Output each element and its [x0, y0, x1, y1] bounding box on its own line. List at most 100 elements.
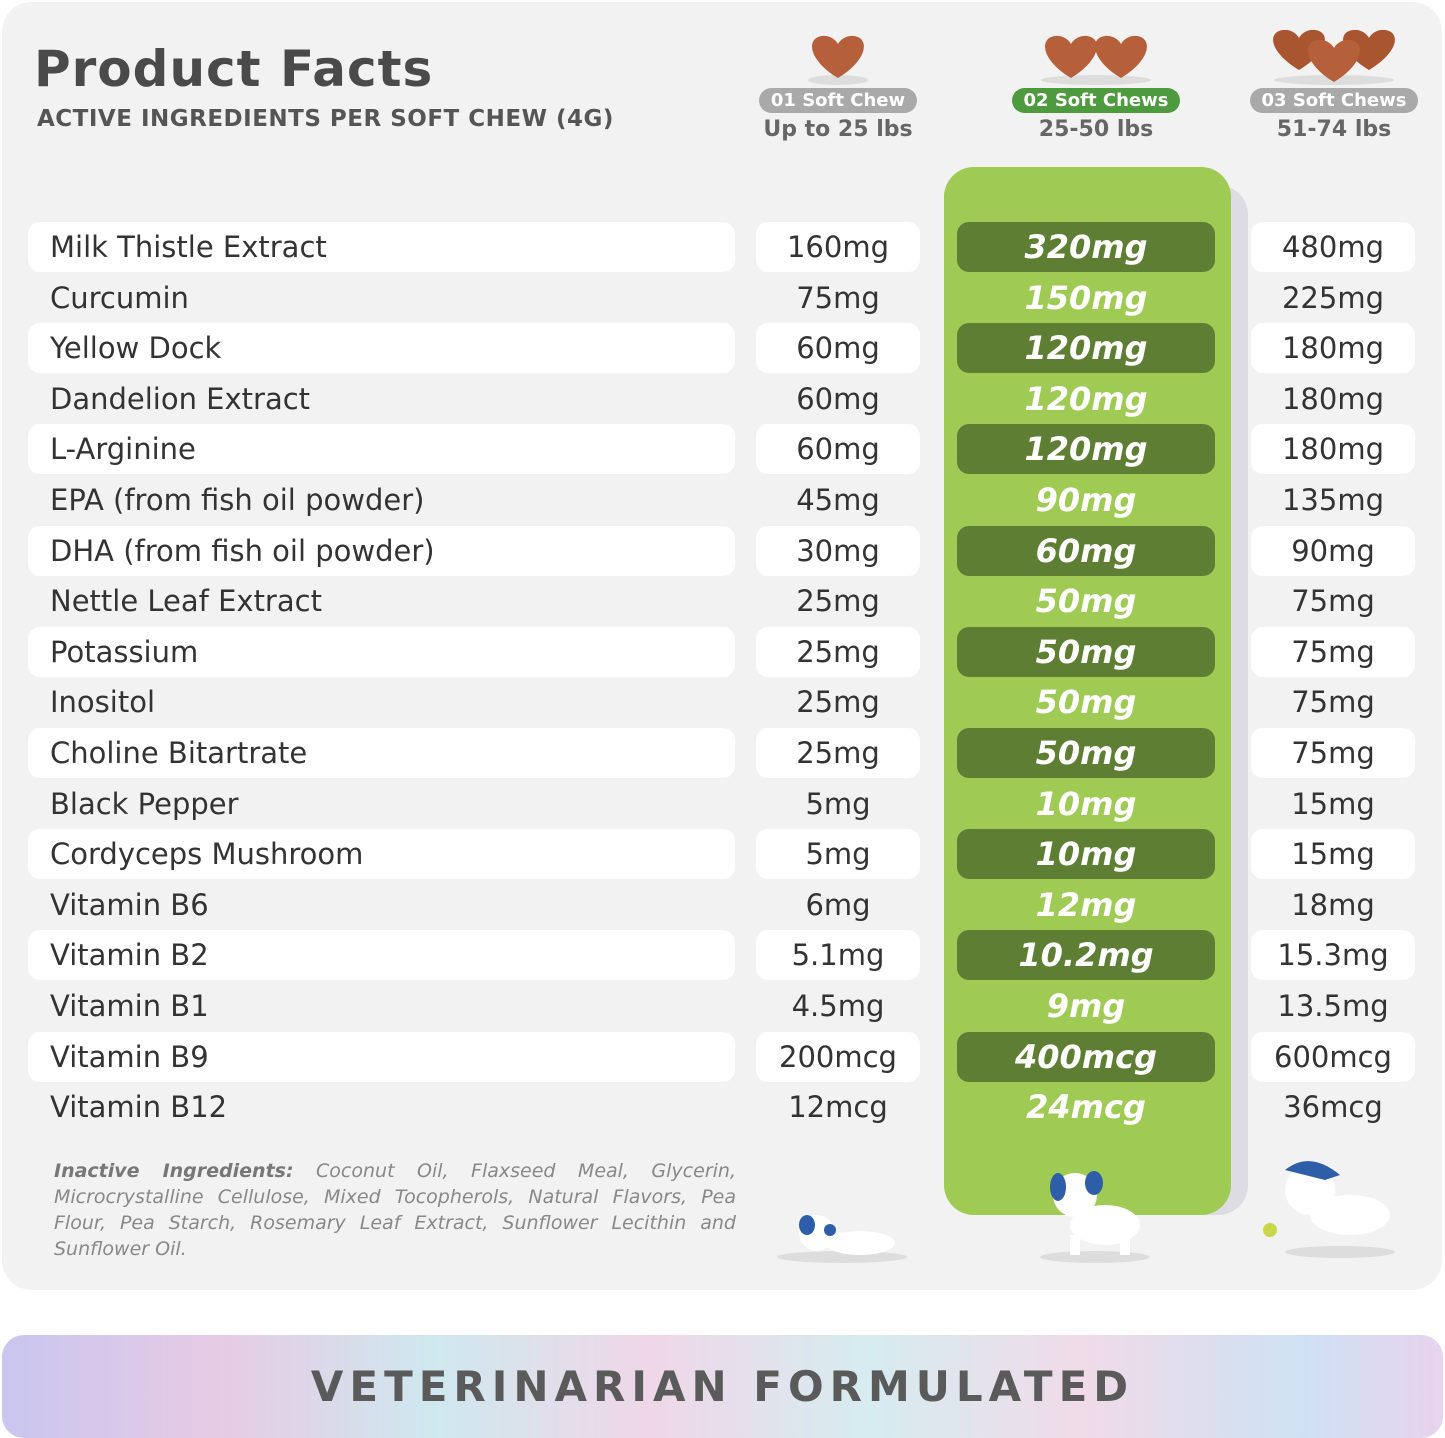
amount-2-chews: 12mg	[1035, 885, 1137, 924]
badge-02-soft-chews: 02 Soft Chews	[1011, 88, 1181, 113]
page-title: Product Facts	[34, 40, 434, 98]
soft-chew-icon	[808, 35, 868, 85]
amount-1-chew: 60mg	[796, 381, 880, 416]
amount-3-chews: 135mg	[1281, 482, 1384, 517]
amount-3-chews: 75mg	[1291, 685, 1375, 720]
amount-3-chews: 75mg	[1251, 626, 1415, 677]
amount-2-chews: 60mg	[957, 525, 1215, 576]
amount-3-chews: 15mg	[1291, 786, 1375, 821]
amount-1-chew: 25mg	[756, 727, 920, 778]
amount-2-chews: 400mcg	[957, 1031, 1215, 1082]
amount-2-chews: 120mg	[957, 424, 1215, 475]
amount-3-chews: 75mg	[1291, 584, 1375, 619]
ingredient-name: Dandelion Extract	[50, 381, 311, 416]
table-row: Black Pepper 5mg 10mg 15mg	[0, 779, 1445, 830]
ingredient-name: Curcumin	[50, 280, 189, 315]
table-row: Curcumin 75mg 150mg 225mg	[0, 273, 1445, 324]
amount-3-chews: 15.3mg	[1251, 930, 1415, 981]
sleeping-puppy-icon	[777, 1215, 907, 1263]
amount-3-chews: 90mg	[1251, 525, 1415, 576]
amount-1-chew: 75mg	[796, 280, 880, 315]
standing-puppy-icon	[1040, 1171, 1150, 1263]
weight-range: Up to 25 lbs	[763, 117, 913, 142]
amount-2-chews: 50mg	[1035, 683, 1137, 722]
running-puppy-icon	[1263, 1161, 1395, 1258]
weight-range: 25-50 lbs	[1038, 117, 1154, 142]
amount-2-chews: 50mg	[1035, 582, 1137, 621]
soft-chews-icon	[1041, 35, 1151, 85]
ingredient-name: Vitamin B1	[50, 988, 209, 1023]
table-row: DHA (from fish oil powder) 30mg 60mg 90m…	[0, 525, 1445, 577]
ingredient-name: Vitamin B6	[50, 887, 209, 922]
ingredient-name: Yellow Dock	[28, 323, 735, 374]
amount-3-chews: 225mg	[1281, 280, 1384, 315]
amount-1-chew: 60mg	[756, 323, 920, 374]
amount-3-chews: 600mcg	[1251, 1031, 1415, 1082]
ingredient-name: L-Arginine	[28, 424, 735, 475]
ingredient-name: Milk Thistle Extract	[28, 222, 735, 272]
table-row: Vitamin B6 6mg 12mg 18mg	[0, 880, 1445, 931]
ingredients-table: Milk Thistle Extract 160mg 320mg 480mg Cu…	[0, 222, 1445, 1133]
soft-chews-icon	[1273, 30, 1395, 85]
amount-2-chews: 150mg	[1024, 278, 1148, 317]
table-row: L-Arginine 60mg 120mg 180mg	[0, 424, 1445, 475]
inactive-label: Inactive Ingredients:	[54, 1160, 294, 1182]
ingredient-name: Vitamin B2	[28, 930, 735, 981]
table-row: Nettle Leaf Extract 25mg 50mg 75mg	[0, 576, 1445, 627]
amount-2-chews: 24mcg	[1026, 1088, 1146, 1127]
amount-1-chew: 160mg	[756, 222, 920, 272]
amount-1-chew: 4.5mg	[791, 988, 885, 1023]
amount-3-chews: 75mg	[1251, 727, 1415, 778]
table-row: Inositol 25mg 50mg 75mg	[0, 677, 1445, 728]
column-header-1: 01 Soft Chew Up to 25 lbs	[728, 30, 948, 142]
amount-3-chews: 36mcg	[1283, 1090, 1383, 1125]
table-row: Choline Bitartrate 25mg 50mg 75mg	[0, 727, 1445, 779]
table-row: Vitamin B9 200mcg 400mcg 600mcg	[0, 1031, 1445, 1083]
ingredient-name: Inositol	[50, 685, 156, 720]
amount-1-chew: 5mg	[805, 786, 871, 821]
amount-2-chews: 50mg	[957, 626, 1215, 677]
ingredient-name: DHA (from fish oil powder)	[28, 525, 735, 576]
amount-2-chews: 10mg	[957, 829, 1215, 880]
amount-2-chews: 90mg	[1035, 480, 1137, 519]
ingredient-name: Black Pepper	[50, 786, 239, 821]
amount-3-chews: 13.5mg	[1277, 988, 1389, 1023]
amount-1-chew: 6mg	[805, 887, 871, 922]
badge-01-soft-chew: 01 Soft Chew	[758, 88, 918, 113]
table-row: Cordyceps Mushroom 5mg 10mg 15mg	[0, 829, 1445, 880]
amount-3-chews: 480mg	[1251, 222, 1415, 272]
amount-1-chew: 5.1mg	[756, 930, 920, 981]
ingredient-name: Vitamin B12	[50, 1090, 228, 1125]
amount-3-chews: 18mg	[1291, 887, 1375, 922]
table-row: Yellow Dock 60mg 120mg 180mg	[0, 323, 1445, 374]
ingredient-name: Potassium	[28, 626, 735, 677]
ingredient-name: Cordyceps Mushroom	[28, 829, 735, 880]
page-subtitle: ACTIVE INGREDIENTS PER SOFT CHEW (4G)	[37, 106, 614, 132]
amount-1-chew: 30mg	[756, 525, 920, 576]
ingredient-name: Vitamin B9	[28, 1031, 735, 1082]
veterinarian-formulated-banner: VETERINARIAN FORMULATED	[2, 1335, 1443, 1438]
badge-03-soft-chews: 03 Soft Chews	[1249, 88, 1419, 113]
amount-2-chews: 120mg	[1024, 379, 1148, 418]
amount-2-chews: 10.2mg	[957, 930, 1215, 981]
amount-1-chew: 12mcg	[788, 1090, 888, 1125]
ingredient-name: Nettle Leaf Extract	[50, 584, 322, 619]
table-row: Vitamin B12 12mcg 24mcg 36mcg	[0, 1082, 1445, 1133]
amount-2-chews: 10mg	[1035, 784, 1137, 823]
amount-3-chews: 180mg	[1281, 381, 1384, 416]
amount-1-chew: 200mcg	[756, 1031, 920, 1082]
amount-1-chew: 25mg	[796, 584, 880, 619]
amount-2-chews: 120mg	[957, 323, 1215, 374]
inactive-ingredients: Inactive Ingredients: Coconut Oil, Flaxs…	[54, 1158, 736, 1262]
table-row: Vitamin B1 4.5mg 9mg 13.5mg	[0, 981, 1445, 1032]
amount-1-chew: 60mg	[756, 424, 920, 475]
inactive-text: Coconut Oil, Flaxseed Meal, Glycerin, Mi…	[54, 1160, 736, 1260]
amount-2-chews: 9mg	[1046, 986, 1126, 1025]
amount-1-chew: 25mg	[756, 626, 920, 677]
amount-2-chews: 50mg	[957, 727, 1215, 778]
amount-1-chew: 25mg	[796, 685, 880, 720]
table-row: Vitamin B2 5.1mg 10.2mg 15.3mg	[0, 930, 1445, 981]
amount-3-chews: 15mg	[1251, 829, 1415, 880]
amount-3-chews: 180mg	[1251, 424, 1415, 475]
weight-range: 51-74 lbs	[1276, 117, 1392, 142]
